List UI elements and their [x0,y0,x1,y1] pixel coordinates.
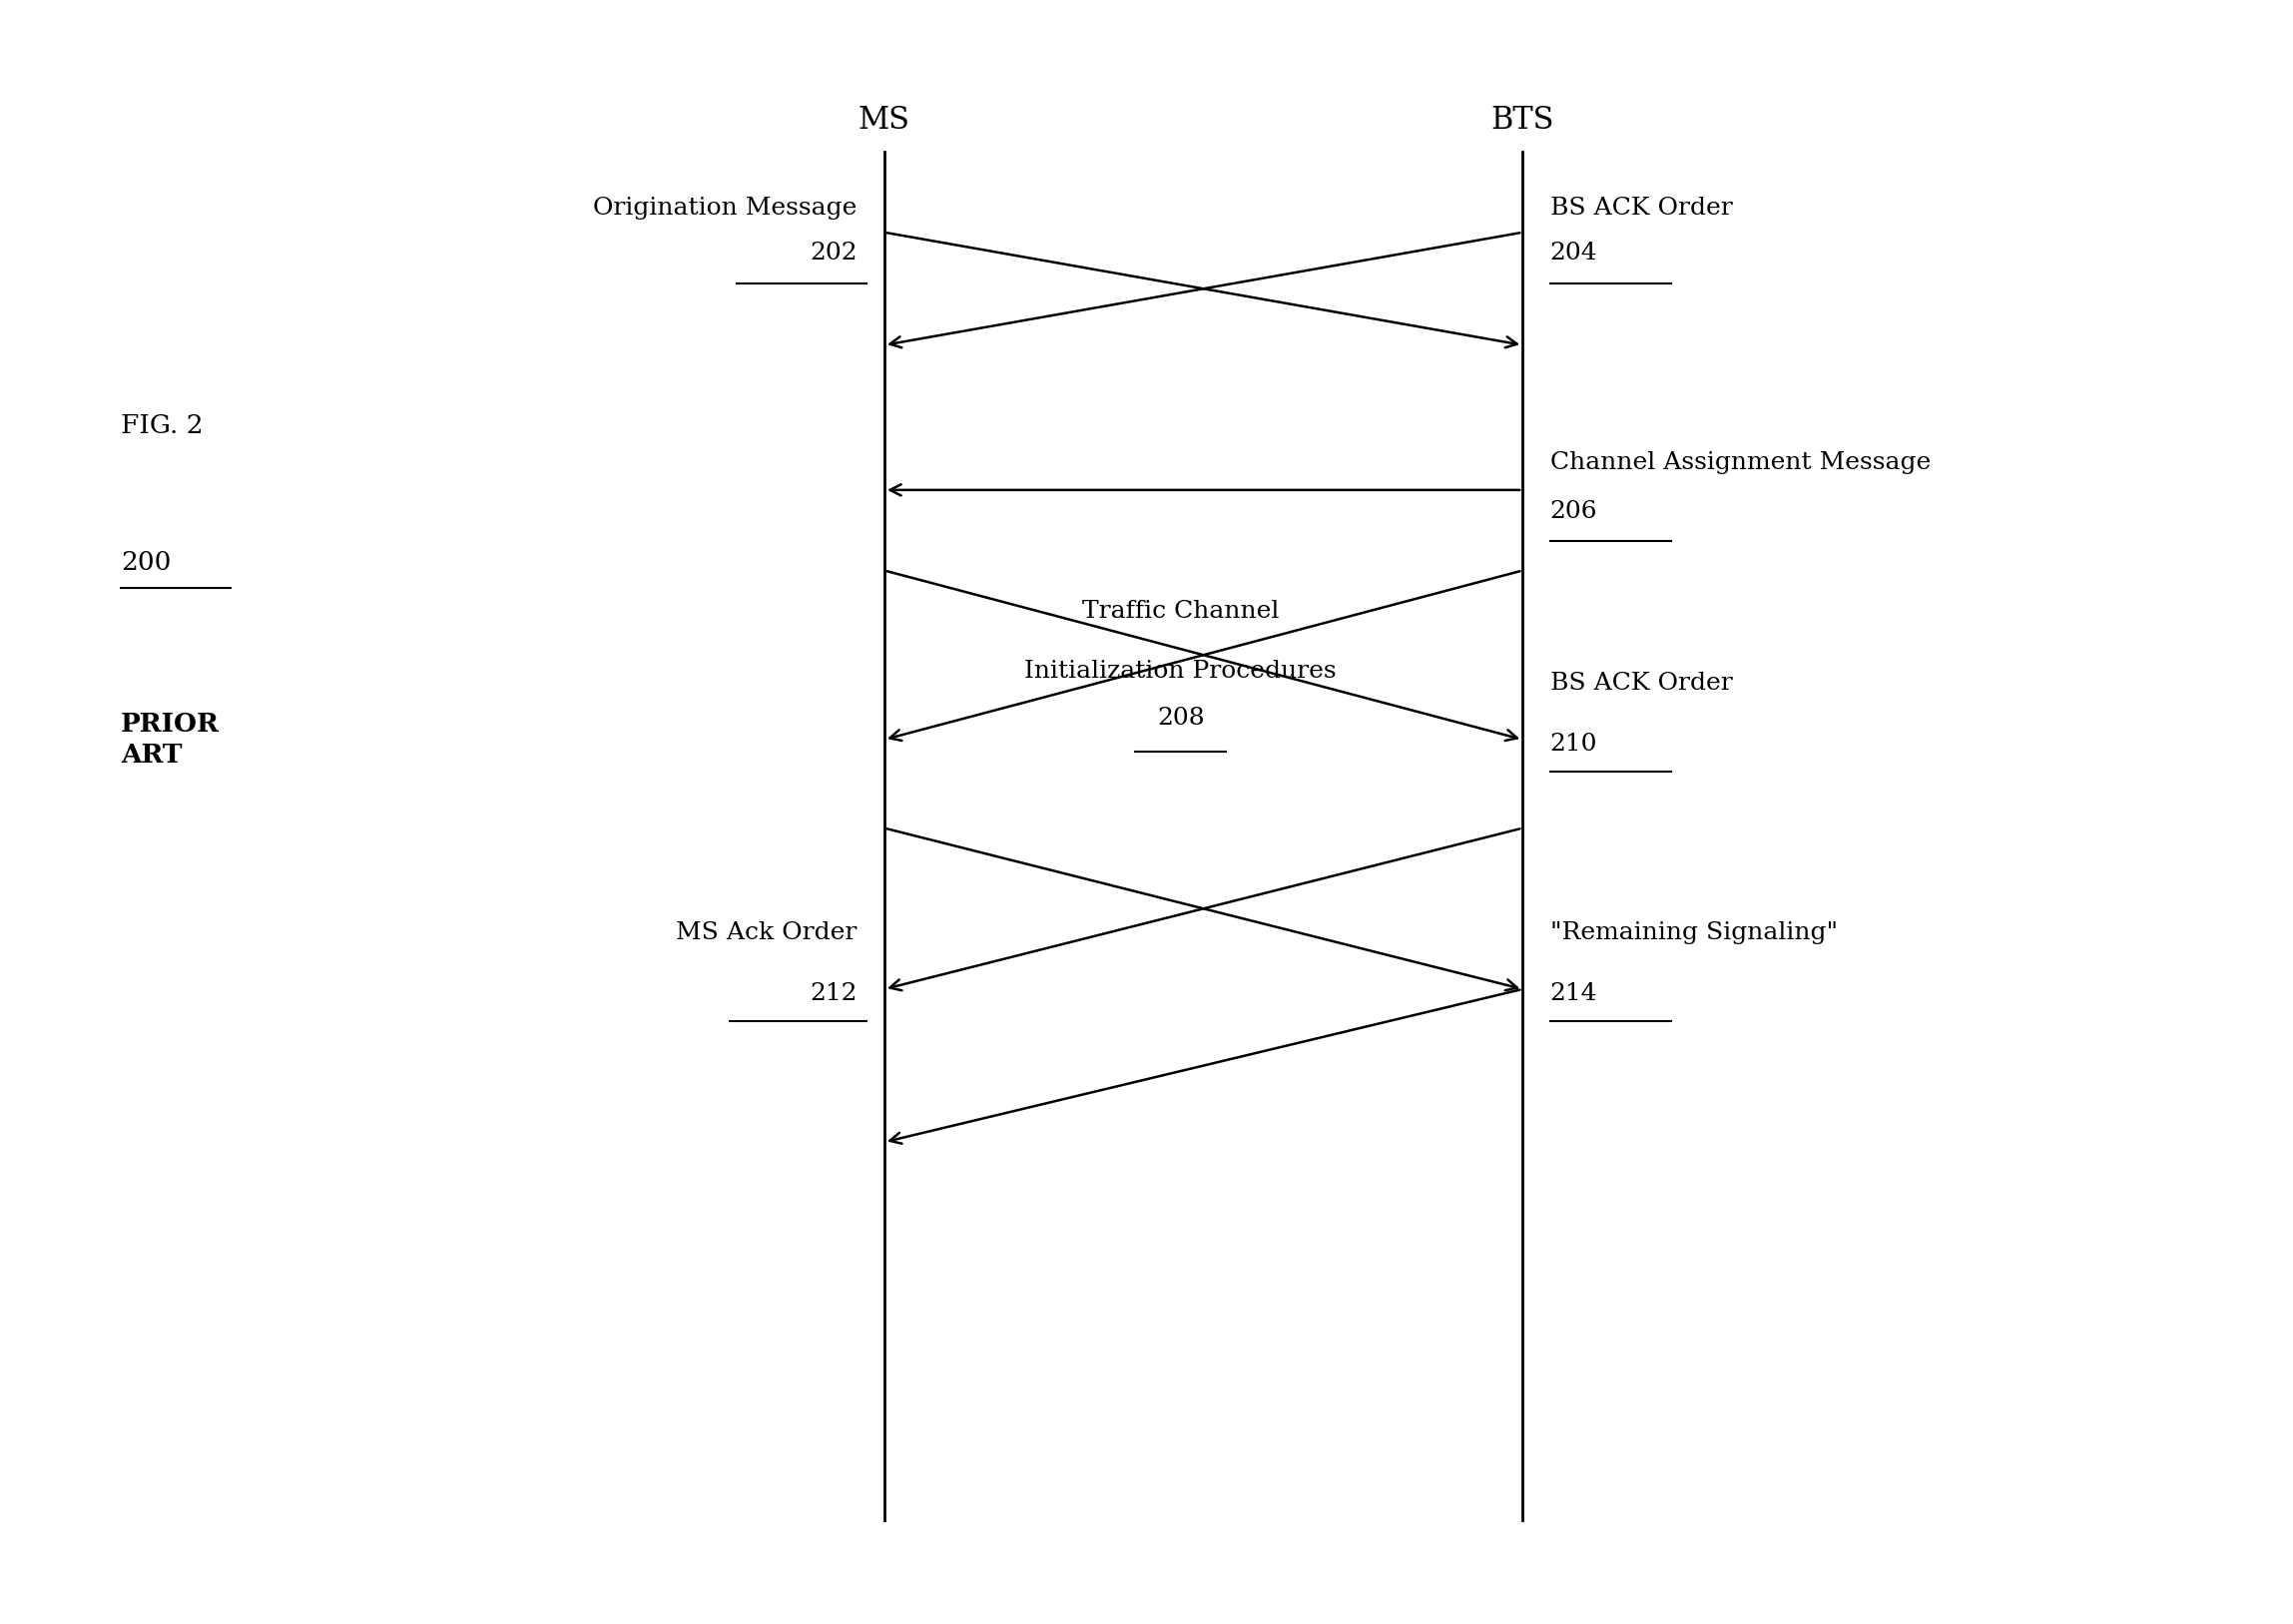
Text: BS ACK Order: BS ACK Order [1550,197,1731,219]
Text: MS: MS [858,106,910,136]
Text: PRIOR
ART: PRIOR ART [122,711,220,768]
Text: 206: 206 [1550,500,1598,523]
Text: Traffic Channel: Traffic Channel [1082,599,1279,624]
Text: BTS: BTS [1490,106,1555,136]
Text: FIG. 2: FIG. 2 [122,412,204,438]
Text: 210: 210 [1550,732,1598,757]
Text: Channel Assignment Message: Channel Assignment Message [1550,451,1931,474]
Text: BS ACK Order: BS ACK Order [1550,671,1731,695]
Text: Origination Message: Origination Message [594,197,858,219]
Text: 214: 214 [1550,983,1598,1005]
Text: 202: 202 [809,242,858,265]
Text: "Remaining Signaling": "Remaining Signaling" [1550,921,1837,944]
Text: 200: 200 [122,551,172,575]
Text: MS Ack Order: MS Ack Order [676,921,858,944]
Text: 204: 204 [1550,242,1598,265]
Text: 208: 208 [1158,706,1204,729]
Text: Initialization Procedures: Initialization Procedures [1025,659,1337,682]
Text: 212: 212 [809,983,858,1005]
